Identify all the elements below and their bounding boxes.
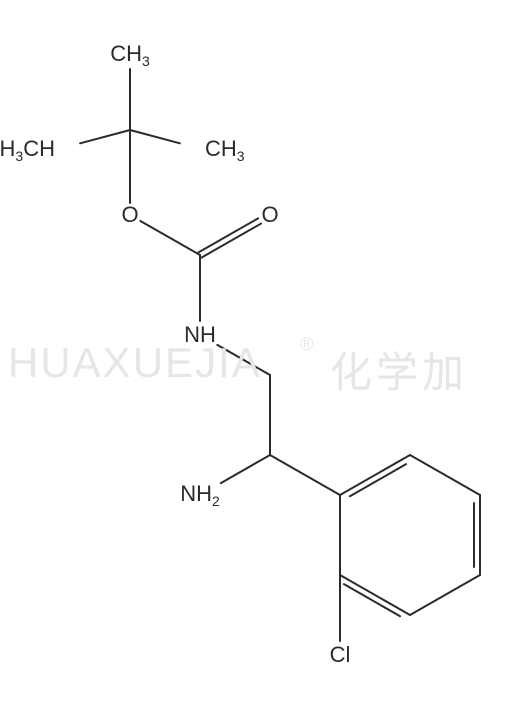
- atom-label-Me2: H3CH: [0, 136, 55, 164]
- atom-label-Me1: CH3: [110, 41, 150, 69]
- atom-label-N_nh: NH: [184, 322, 216, 348]
- bond-layer: [0, 0, 506, 720]
- atom-label-NH2: NH2: [180, 481, 220, 509]
- atom-label-Cl: Cl: [330, 642, 351, 668]
- atom-label-O_eth: O: [121, 202, 138, 228]
- atom-label-Me3: CH3: [205, 136, 245, 164]
- atom-label-O_dbl: O: [261, 202, 278, 228]
- molecule-diagram: HUAXUEJIA ® 化学加 CH3H3CHCH3OONHNH2Cl: [0, 0, 506, 720]
